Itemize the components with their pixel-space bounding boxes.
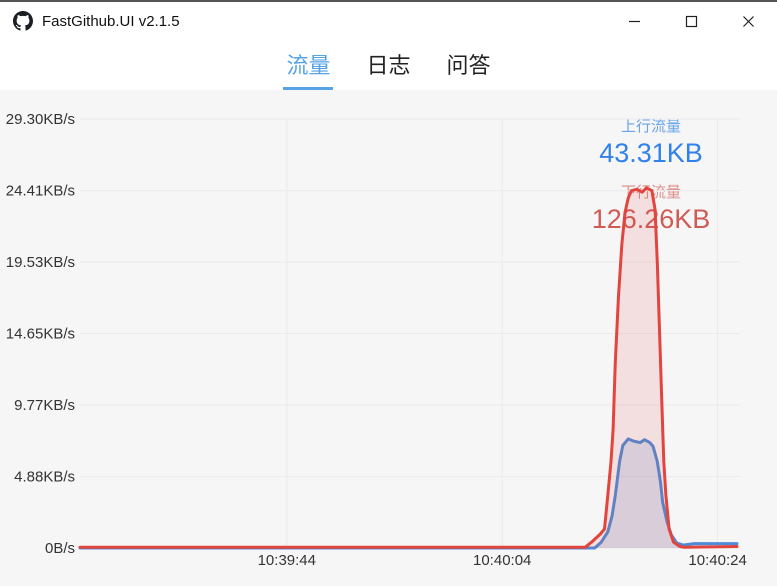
y-axis-tick-label: 14.65KB/s <box>6 326 75 343</box>
x-axis-tick-label: 10:40:24 <box>688 552 746 569</box>
download-area-fill <box>80 187 737 549</box>
y-axis-tick-label: 4.88KB/s <box>14 469 75 486</box>
y-axis-tick-label: 24.41KB/s <box>6 183 75 200</box>
upload-total-value: 43.31KB <box>599 138 703 168</box>
y-axis-tick-label: 19.53KB/s <box>6 254 75 271</box>
tab-qa[interactable]: 问答 <box>446 52 491 78</box>
download-total-value: 126.26KB <box>561 202 741 236</box>
tab-traffic[interactable]: 流量 <box>283 47 334 90</box>
traffic-chart-panel: 上行流量 43.31KB 下行流量 126.26KB 0B/s 4.88KB/s 9… <box>0 90 777 586</box>
traffic-area-chart: 0B/s 4.88KB/s 9.77KB/s 14.65KB/s 19.53KB/s 24… <box>6 111 747 569</box>
y-axis-tick-label: 9.77KB/s <box>14 397 75 414</box>
x-axis-tick-label: 10:39:44 <box>258 552 316 569</box>
tab-logs[interactable]: 日志 <box>366 52 411 78</box>
github-logo-icon <box>13 11 33 31</box>
minimize-icon <box>628 15 641 28</box>
y-axis-tick-label: 29.30KB/s <box>6 111 75 128</box>
title-bar: FastGithub.UI v2.1.5 <box>0 2 777 40</box>
minimize-button[interactable] <box>606 2 663 40</box>
tab-bar: 流量 日志 问答 <box>0 40 777 90</box>
x-axis-tick-label: 10:40:04 <box>473 552 531 569</box>
window-controls <box>606 2 777 40</box>
close-icon <box>742 15 755 28</box>
maximize-button[interactable] <box>663 2 720 40</box>
traffic-legend: 上行流量 43.31KB 下行流量 126.26KB <box>561 112 741 236</box>
close-button[interactable] <box>720 2 777 40</box>
upload-legend-label: 上行流量 <box>620 118 681 135</box>
maximize-icon <box>685 15 698 28</box>
app-title: FastGithub.UI v2.1.5 <box>42 12 180 30</box>
y-axis-tick-label: 0B/s <box>45 540 75 557</box>
download-line <box>78 186 739 549</box>
